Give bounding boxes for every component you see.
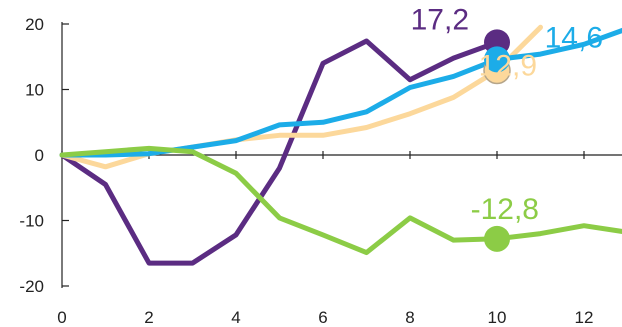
series-line-3 [59, 145, 622, 256]
end-value-label: 14,6 [545, 21, 603, 54]
y-tick-label: 10 [25, 81, 44, 100]
x-tick-label: 0 [57, 308, 66, 327]
end-value-label: 12,9 [479, 50, 537, 83]
y-tick-label: -20 [19, 277, 44, 296]
series-lines [59, 24, 622, 266]
x-tick-label: 6 [318, 308, 327, 327]
series-line-1 [59, 24, 543, 170]
end-markers [483, 29, 511, 252]
end-value-label: -12,8 [471, 193, 539, 226]
axes: -20 -10 0 10 20 0 2 4 6 8 10 12 [19, 15, 622, 327]
y-tick-label: -10 [19, 212, 44, 231]
end-value-label: 17,2 [411, 3, 469, 36]
end-point-marker [484, 46, 510, 73]
x-tick-label: 4 [231, 308, 240, 327]
series-line-0 [59, 38, 500, 266]
x-tick-label: 2 [144, 308, 153, 327]
x-tick-label: 8 [405, 308, 414, 327]
series-line-2 [59, 27, 622, 158]
end-point-marker [484, 225, 510, 252]
end-labels: 17,2 12,914,6 -12,8 [411, 3, 603, 226]
x-tick-label: 12 [575, 308, 594, 327]
y-tick-label: 20 [25, 15, 44, 34]
x-tick-label: 10 [488, 308, 507, 327]
y-tick-label: 0 [35, 146, 44, 165]
